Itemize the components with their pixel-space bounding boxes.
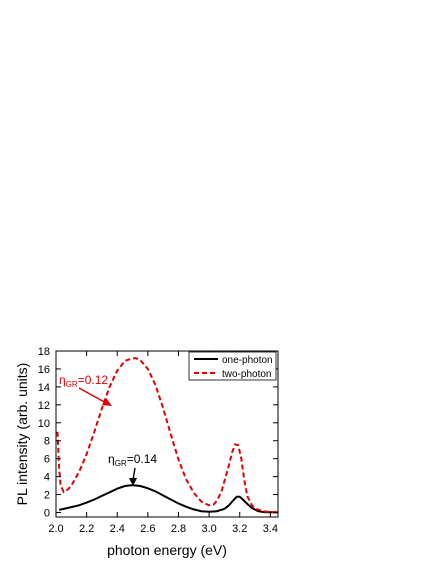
annotation-label-two-photon: ηGR=0.12 (59, 373, 108, 389)
x-tick-label: 3.2 (232, 523, 247, 535)
annotation-subscript: GR (115, 459, 127, 468)
annotation-arrow-two-photon (78, 387, 109, 405)
x-tick-label: 2.6 (140, 523, 155, 535)
y-tick-label: 2 (44, 490, 50, 502)
y-axis-title: PL intensity (arb. units) (14, 363, 30, 506)
annotation-subscript: GR (66, 380, 78, 389)
y-tick-label: 4 (44, 472, 50, 484)
y-tick-label: 10 (38, 418, 50, 430)
plot-frame (55, 350, 279, 518)
x-tick-label: 2.8 (171, 523, 186, 535)
annotation-arrowhead-two-photon (102, 398, 112, 406)
legend: one-photon two-photon (188, 351, 277, 381)
x-axis-title: photon energy (eV) (107, 542, 227, 558)
x-tick-label: 2.0 (48, 523, 63, 535)
x-tick-label: 3.4 (263, 523, 278, 535)
annotation-symbol: η (108, 452, 115, 466)
x-tick-label: 2.4 (110, 523, 125, 535)
annotation-arrowhead-one-photon (129, 478, 137, 486)
annotation-value: =0.14 (127, 452, 158, 466)
annotation-label-one-photon: ηGR=0.14 (108, 452, 157, 468)
legend-box (188, 351, 277, 381)
legend-label-one-photon: one-photon (222, 355, 273, 366)
legend-label-two-photon: two-photon (222, 369, 271, 380)
series-line-one-photon (58, 484, 279, 514)
y-tick-label: 6 (44, 454, 50, 466)
y-tick-label: 0 (44, 508, 50, 520)
plot-area (55, 350, 279, 518)
y-tick-label: 8 (44, 436, 50, 448)
annotation-value: =0.12 (78, 373, 109, 387)
annotation-symbol: η (59, 373, 66, 387)
series-line-two-photon (56, 357, 279, 514)
x-tick-label: 3.0 (201, 523, 216, 535)
y-tick-label: 14 (38, 382, 50, 394)
y-tick-label: 16 (38, 364, 50, 376)
x-tick-label: 2.2 (79, 523, 94, 535)
y-tick-label: 18 (38, 346, 50, 358)
annotation-eta-two-photon: ηGR=0.12 (59, 373, 112, 406)
annotation-eta-one-photon: ηGR=0.14 (108, 452, 157, 486)
y-tick-label: 12 (38, 400, 50, 412)
series-layer (56, 357, 279, 514)
